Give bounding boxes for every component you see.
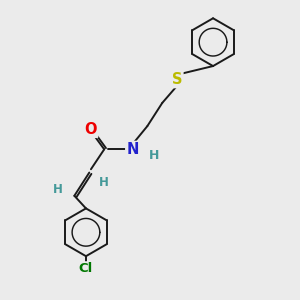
Text: Cl: Cl — [79, 262, 93, 275]
Text: O: O — [85, 122, 97, 137]
Text: H: H — [53, 183, 63, 196]
Text: H: H — [99, 176, 109, 189]
Text: H: H — [149, 149, 159, 163]
Text: S: S — [172, 72, 182, 87]
Text: N: N — [126, 142, 139, 157]
